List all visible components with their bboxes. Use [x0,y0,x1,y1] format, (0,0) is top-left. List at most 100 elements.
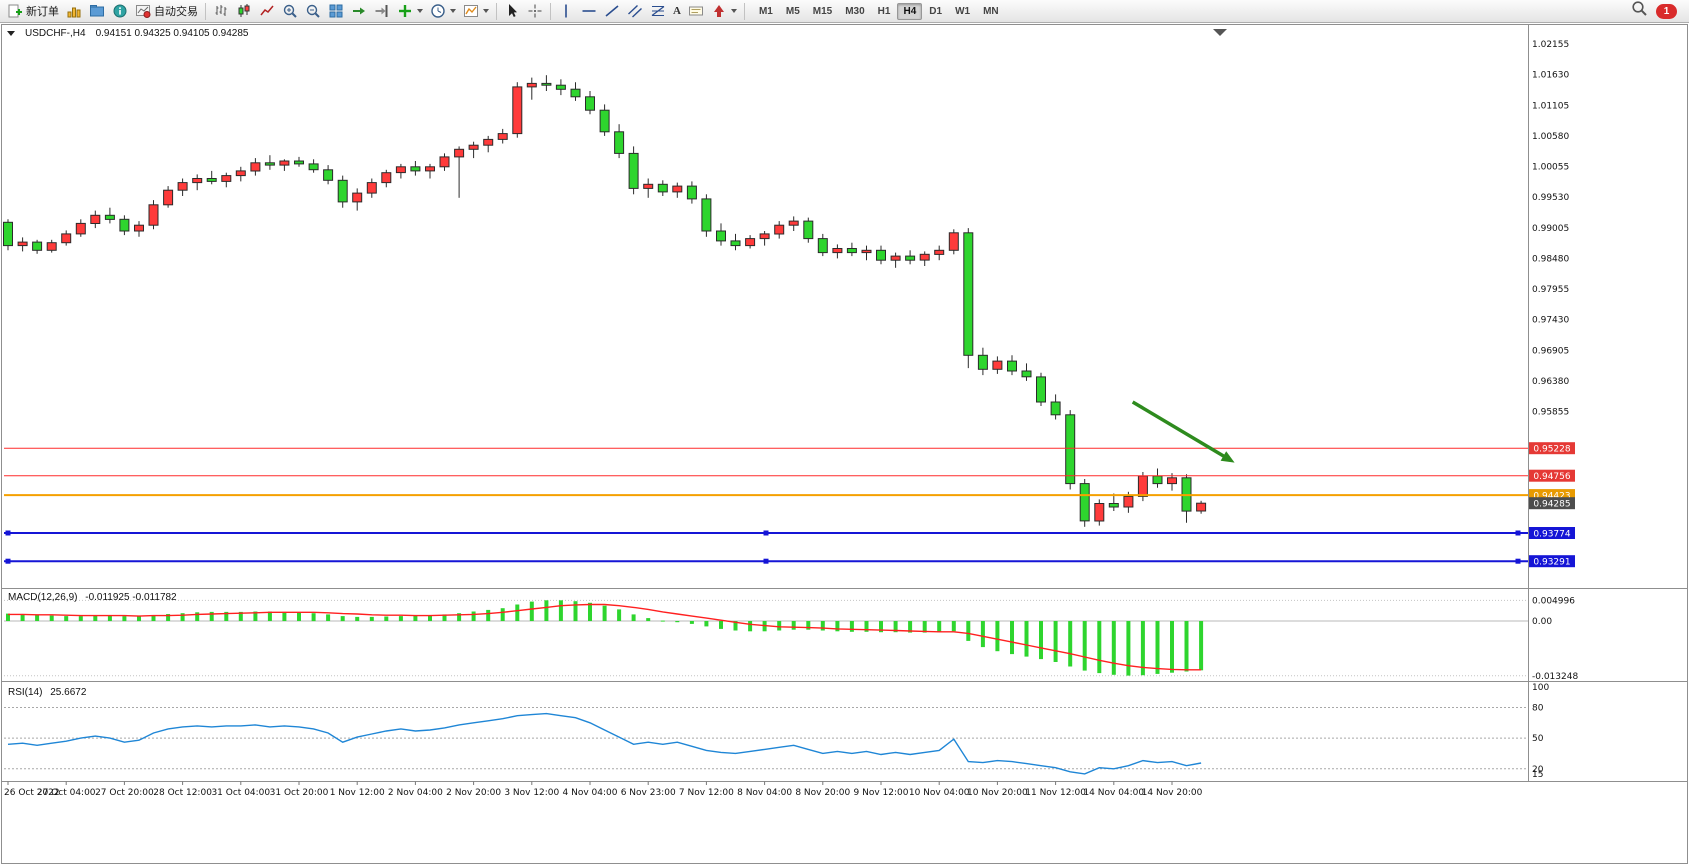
indicators-button[interactable] [394,2,426,21]
toolbar-separator [743,2,745,20]
svg-text:0.94756: 0.94756 [1533,472,1570,482]
svg-text:0.94423: 0.94423 [1533,492,1570,502]
bar-chart-mode-button[interactable] [210,2,232,21]
svg-text:100: 100 [1532,683,1549,693]
fibonacci-tool-button[interactable] [647,2,669,21]
new-order-label: 新订单 [26,6,59,18]
macd-name: MACD(12,26,9) [8,592,78,603]
svg-text:14 Nov 04:00: 14 Nov 04:00 [1083,788,1144,798]
hline-0.93291[interactable]: 0.93291 [4,555,1575,568]
auto-trading-icon [135,3,151,19]
crosshair-tool-button[interactable] [524,2,546,21]
chevron-down-icon [483,9,489,13]
current-price-tag: 0.94285 [1529,497,1575,510]
timeframe-h4[interactable]: H4 [897,2,923,20]
trendline-tool-button[interactable] [601,2,623,21]
svg-text:1.02155: 1.02155 [1532,40,1569,50]
hline-0.94756[interactable]: 0.94756 [4,469,1575,483]
hline-0.93774[interactable]: 0.93774 [4,527,1575,540]
hline-0.95228[interactable]: 0.95228 [4,442,1575,455]
rsi-name: RSI(14) [8,687,43,698]
svg-text:0.00: 0.00 [1532,617,1552,627]
arrows-tool-button[interactable] [708,2,740,21]
auto-scroll-button[interactable] [348,2,370,21]
charts-button[interactable] [63,2,85,21]
macd-indicator-label: MACD(12,26,9) -0.011925 -0.011782 [8,592,182,603]
svg-text:0.99530: 0.99530 [1532,193,1569,203]
svg-text:10 Nov 20:00: 10 Nov 20:00 [967,788,1028,798]
svg-text:15: 15 [1532,770,1543,780]
chart-shift-button[interactable] [371,2,393,21]
svg-text:8 Nov 04:00: 8 Nov 04:00 [737,788,792,798]
candlestick-icon [236,3,252,19]
zoom-out-icon [305,3,321,19]
text-label-icon [688,3,704,19]
timeframe-buttons: M1 M5 M15 M30 H1 H4 D1 W1 MN [753,2,1005,20]
svg-text:27 Oct 20:00: 27 Oct 20:00 [95,788,154,798]
timeframe-m15[interactable]: M15 [812,5,833,17]
svg-text:0.93291: 0.93291 [1533,558,1570,568]
indicators-plus-icon [397,3,413,19]
svg-text:80: 80 [1532,704,1544,714]
ohlc-bars-icon [213,3,229,19]
timeframe-h1[interactable]: H1 [877,5,891,17]
cursor-tool-button[interactable] [501,2,523,21]
data-window-button[interactable] [109,2,131,21]
svg-text:-0.013248: -0.013248 [1532,672,1578,682]
line-chart-mode-button[interactable] [256,2,278,21]
svg-text:31 Oct 04:00: 31 Oct 04:00 [211,788,270,798]
candlestick-mode-button[interactable] [233,2,255,21]
svg-text:7 Nov 12:00: 7 Nov 12:00 [679,788,734,798]
chart-shift-marker[interactable] [1213,29,1227,36]
template-chart-icon [463,3,479,19]
new-order-button[interactable]: 新订单 [4,2,62,21]
notification-badge[interactable]: 1 [1656,3,1677,19]
text-tool-button[interactable]: A [670,2,684,21]
svg-text:0.95228: 0.95228 [1533,445,1570,455]
svg-text:11 Nov 12:00: 11 Nov 12:00 [1025,788,1086,798]
toolbar-separator [205,2,206,20]
price-axis[interactable]: 1.02155 1.01630 1.01105 1.00580 1.00055 0.995… [1532,40,1569,418]
zoom-in-button[interactable] [279,2,301,21]
chevron-down-icon [730,9,737,13]
cursor-icon [504,3,520,19]
templates-button[interactable] [460,2,492,21]
svg-text:0.95855: 0.95855 [1532,408,1569,418]
arrow-object-icon [711,3,727,19]
trend-arrow-annotation[interactable] [1131,400,1235,463]
periods-button[interactable] [427,2,459,21]
svg-text:2 Nov 20:00: 2 Nov 20:00 [446,788,501,798]
text-label-tool-button[interactable] [685,2,707,21]
toolbar-right-group: 1 [1631,0,1685,22]
timeframe-d1[interactable]: D1 [929,5,943,17]
zoom-in-icon [282,3,298,19]
svg-text:2 Nov 04:00: 2 Nov 04:00 [388,788,443,798]
auto-trading-button[interactable]: 自动交易 [132,2,201,21]
svg-text:9 Nov 12:00: 9 Nov 12:00 [854,788,909,798]
svg-text:0.99005: 0.99005 [1532,224,1569,234]
chevron-down-icon [417,9,423,13]
macd-values: -0.011925 -0.011782 [85,592,177,603]
svg-text:20: 20 [1532,765,1544,775]
svg-text:1.00055: 1.00055 [1532,163,1569,173]
timeframe-w1[interactable]: W1 [955,5,971,17]
zoom-out-button[interactable] [302,2,324,21]
svg-text:27 Oct 04:00: 27 Oct 04:00 [37,788,96,798]
svg-text:3 Nov 12:00: 3 Nov 12:00 [504,788,559,798]
chart-menu-icon [7,31,15,36]
line-chart-icon [259,3,275,19]
vertical-line-tool-button[interactable] [555,2,577,21]
timeframe-m1[interactable]: M1 [758,5,773,17]
tile-windows-button[interactable] [325,2,347,21]
timeframe-mn[interactable]: MN [983,5,999,17]
channel-tool-button[interactable] [624,2,646,21]
chart-canvas[interactable]: 1.02155 1.01630 1.01105 1.00580 1.00055 0.995… [0,24,1689,865]
timeframe-m5[interactable]: M5 [785,5,800,17]
timeframe-m30[interactable]: M30 [845,5,865,17]
profiles-button[interactable] [86,2,108,21]
horizontal-line-tool-button[interactable] [578,2,600,21]
search-icon[interactable] [1631,0,1648,22]
svg-text:1.01105: 1.01105 [1532,101,1569,111]
text-tool-icon: A [673,5,681,17]
